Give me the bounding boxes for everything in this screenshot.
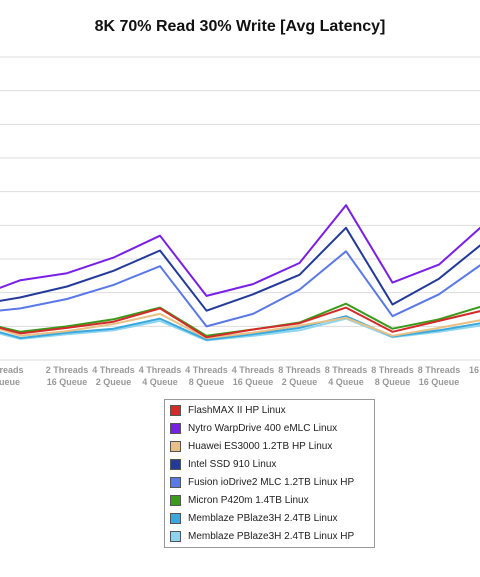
legend-item: Memblaze PBlaze3H 2.4TB Linux <box>165 509 374 527</box>
legend-swatch <box>170 458 181 470</box>
series-lines <box>0 204 480 342</box>
legend-swatch <box>170 404 181 416</box>
x-tick-label: ThreadsQueue <box>0 365 24 387</box>
legend-label: Memblaze PBlaze3H 2.4TB Linux <box>188 512 338 524</box>
legend-item: Fusion ioDrive2 MLC 1.2TB Linux HP <box>165 473 374 491</box>
legend-item: Micron P420m 1.4TB Linux <box>165 491 374 509</box>
x-tick-label: 4 Threads 2 Queue <box>92 365 135 387</box>
x-tick-label: 4 Threads 16 Queue <box>232 365 275 387</box>
legend-label: Huawei ES3000 1.2TB HP Linux <box>188 440 333 452</box>
legend: FlashMAX II HP Linux Nytro WarpDrive 400 … <box>164 399 375 548</box>
legend-swatch <box>170 512 181 524</box>
legend-swatch <box>170 530 181 542</box>
legend-label: Micron P420m 1.4TB Linux <box>188 494 309 506</box>
legend-label: Memblaze PBlaze3H 2.4TB Linux HP <box>188 530 355 542</box>
legend-label: Nytro WarpDrive 400 eMLC Linux <box>188 422 338 434</box>
legend-label: Fusion ioDrive2 MLC 1.2TB Linux HP <box>188 476 355 488</box>
series-line <box>0 250 480 328</box>
x-tick-label: 16 T <box>469 365 480 375</box>
grid-lines <box>0 56 480 361</box>
series-line <box>0 226 480 312</box>
legend-label: Intel SSD 910 Linux <box>188 458 277 470</box>
legend-item: Nytro WarpDrive 400 eMLC Linux <box>165 419 374 437</box>
legend-item: Memblaze PBlaze3H 2.4TB Linux HP <box>165 527 374 545</box>
legend-item: Intel SSD 910 Linux <box>165 455 374 473</box>
legend-swatch <box>170 494 181 506</box>
series-line <box>0 204 480 297</box>
x-tick-label: 8 Threads 8 Queue <box>371 365 414 387</box>
legend-swatch <box>170 422 181 434</box>
x-tick-label: 8 Threads 4 Queue <box>325 365 368 387</box>
legend-swatch <box>170 440 181 452</box>
legend-item: FlashMAX II HP Linux <box>165 401 374 419</box>
series-line <box>0 315 480 341</box>
series-line <box>0 317 480 342</box>
chart-title: 8K 70% Read 30% Write [Avg Latency] <box>94 18 386 35</box>
series-line <box>0 312 480 340</box>
x-tick-label: 4 Threads 4 Queue <box>139 365 182 387</box>
legend-label: FlashMAX II HP Linux <box>188 404 286 416</box>
legend-item: Huawei ES3000 1.2TB HP Linux <box>165 437 374 455</box>
x-tick-label: 8 Threads 16 Queue <box>418 365 461 387</box>
x-tick-label: 4 Threads 8 Queue <box>185 365 228 387</box>
x-tick-label: 8 Threads 2 Queue <box>278 365 321 387</box>
legend-swatch <box>170 476 181 488</box>
series-line <box>0 306 480 339</box>
x-tick-label: 2 Threads 16 Queue <box>46 365 89 387</box>
